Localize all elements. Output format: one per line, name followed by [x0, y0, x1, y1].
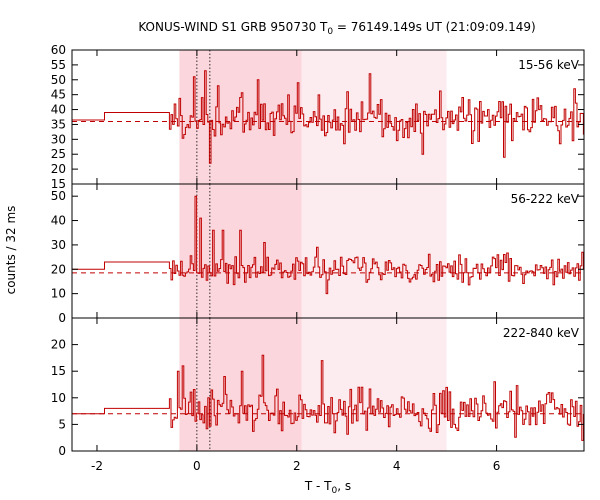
energy-band-label: 15-56 keV	[518, 58, 580, 72]
y-tick-label: 5	[58, 417, 66, 431]
y-tick-label: 10	[51, 287, 66, 301]
y-tick-label: 0	[58, 311, 66, 325]
title-rest: = 76149.149s UT (21:09:09.149)	[333, 20, 536, 34]
shaded-interval-2	[301, 184, 447, 318]
y-tick-label: 20	[51, 162, 66, 176]
series-line	[72, 354, 584, 441]
title-main: KONUS-WIND S1 GRB 950730 T	[138, 20, 328, 34]
x-axis-label-subscript: 0	[332, 486, 338, 496]
y-tick-label: 15	[51, 364, 66, 378]
y-tick-label: 30	[51, 132, 66, 146]
y-tick-label: 45	[51, 88, 66, 102]
energy-band-label: 56-222 keV	[511, 192, 580, 206]
x-axis-label-main: T - T	[304, 479, 332, 493]
title-subscript: 0	[327, 27, 333, 37]
y-tick-label: 50	[51, 73, 66, 87]
y-tick-label: 55	[51, 58, 66, 72]
y-axis-label: counts / 32 ms	[4, 206, 18, 295]
shaded-interval-1	[179, 50, 302, 184]
x-tick-labels: -2 0 2 4 6	[91, 459, 500, 473]
x-tick-label: 0	[193, 459, 201, 473]
series-line	[72, 195, 584, 295]
y-tick-label: 0	[58, 444, 66, 458]
x-tick-label: -2	[91, 459, 103, 473]
shaded-interval-1	[179, 318, 302, 451]
y-tick-label: 40	[51, 103, 66, 117]
series-line	[72, 70, 584, 164]
x-tick-label: 4	[393, 459, 401, 473]
y-tick-label: 30	[51, 238, 66, 252]
shaded-interval-2	[301, 318, 447, 451]
x-tick-label: 6	[493, 459, 501, 473]
y-tick-label: 35	[51, 117, 66, 131]
y-tick-label: 40	[51, 214, 66, 228]
x-axis-label-rest: , s	[337, 479, 351, 493]
y-tick-label: 60	[51, 43, 66, 57]
y-tick-label: 50	[51, 189, 66, 203]
y-tick-label: 20	[51, 338, 66, 352]
energy-band-label: 222-840 keV	[503, 326, 580, 340]
x-tick-label: 2	[293, 459, 301, 473]
chart-title: KONUS-WIND S1 GRB 950730 T0 = 76149.149s…	[138, 20, 535, 37]
x-axis-label: T - T0, s	[304, 479, 351, 496]
panel-222-840-kev: 0 5 10 15 20 222-840 keV	[51, 317, 585, 458]
panel-frame	[71, 317, 585, 452]
y-tick-label: 10	[51, 391, 66, 405]
shaded-interval-1	[179, 184, 302, 318]
y-tick-label: 20	[51, 262, 66, 276]
panel-56-222-kev: 0 10 20 30 40 50 56-222 keV	[51, 183, 585, 325]
y-tick-label: 25	[51, 147, 66, 161]
y-tick-label: 15	[51, 177, 66, 191]
